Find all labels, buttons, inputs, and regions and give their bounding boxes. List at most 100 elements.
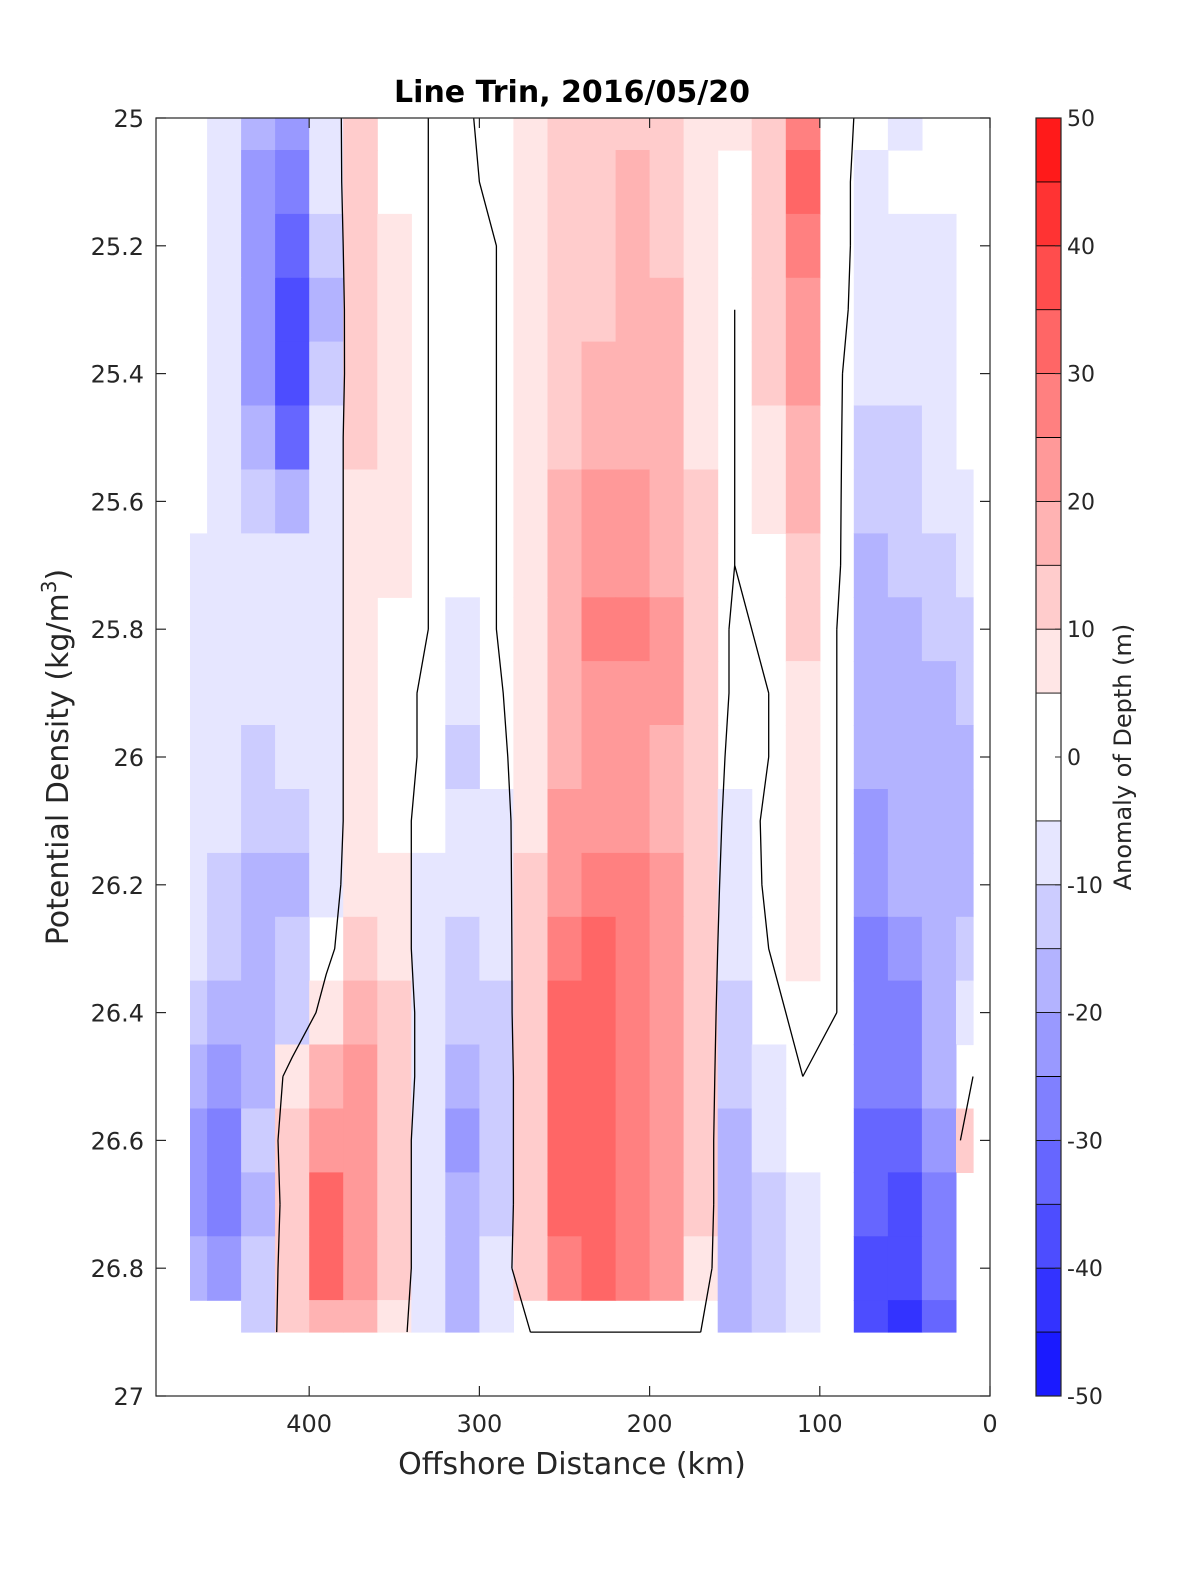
contour-cell bbox=[343, 533, 378, 598]
contour-cell bbox=[547, 852, 583, 918]
contour-cell bbox=[683, 533, 719, 598]
y-tick-label: 26.6 bbox=[91, 1127, 144, 1155]
contour-cell bbox=[275, 725, 310, 790]
contour-cell bbox=[513, 597, 548, 662]
y-tick-label: 26.2 bbox=[91, 872, 144, 900]
contour-cell bbox=[479, 852, 514, 918]
contour-cell bbox=[547, 277, 583, 343]
contour-cell bbox=[241, 1172, 276, 1237]
contour-cell bbox=[547, 213, 583, 279]
colorbar-tick-label: 10 bbox=[1067, 618, 1095, 643]
contour-cell bbox=[785, 789, 821, 854]
contour-cell bbox=[309, 150, 344, 215]
contour-cell bbox=[190, 980, 208, 1046]
contour-cell bbox=[377, 1044, 412, 1109]
contour-cell bbox=[853, 789, 889, 854]
contour-cell bbox=[785, 533, 821, 598]
contour-cell bbox=[513, 469, 548, 534]
contour-cell bbox=[513, 1108, 548, 1173]
contour-cell bbox=[207, 150, 242, 215]
contour-cell bbox=[207, 852, 242, 918]
contour-cell bbox=[513, 980, 548, 1046]
contour-cell bbox=[615, 1044, 651, 1109]
contour-cell bbox=[785, 341, 821, 407]
contour-cell bbox=[887, 213, 923, 279]
contour-cell bbox=[190, 1044, 208, 1109]
contour-cell bbox=[479, 916, 514, 982]
contour-cell bbox=[853, 1044, 889, 1109]
contour-cell bbox=[343, 789, 378, 854]
contour-cell bbox=[377, 1300, 412, 1333]
contour-cell bbox=[853, 469, 889, 534]
contour-cell bbox=[479, 789, 514, 854]
contour-cell bbox=[785, 725, 821, 790]
contour-cell bbox=[649, 1044, 685, 1109]
contour-cell bbox=[207, 1044, 242, 1109]
contour-cell bbox=[921, 1236, 957, 1301]
contour-cell bbox=[377, 916, 412, 982]
contour-cell bbox=[445, 661, 480, 726]
plot-area bbox=[190, 118, 974, 1333]
contour-cell bbox=[275, 661, 310, 726]
y-tick-label: 25.8 bbox=[91, 616, 144, 644]
colorbar-band bbox=[1036, 1012, 1061, 1077]
contour-cell bbox=[853, 597, 889, 662]
contour-cell bbox=[581, 1172, 617, 1237]
colorbar-tick-label: 40 bbox=[1067, 235, 1095, 260]
contour-cell bbox=[887, 1300, 923, 1333]
contour-cell bbox=[275, 469, 310, 534]
contour-cell bbox=[377, 469, 412, 534]
contour-cell bbox=[547, 597, 583, 662]
contour-cell bbox=[343, 1044, 378, 1109]
colorbar-band bbox=[1036, 309, 1061, 375]
contour-cell bbox=[853, 980, 889, 1046]
contour-cell bbox=[649, 852, 685, 918]
contour-cell bbox=[887, 725, 923, 790]
contour-cell bbox=[853, 150, 889, 215]
contour-cell bbox=[956, 533, 974, 598]
contour-cell bbox=[377, 980, 412, 1046]
contour-cell bbox=[581, 1044, 617, 1109]
contour-cell bbox=[853, 852, 889, 918]
y-tick-label: 27 bbox=[113, 1383, 144, 1411]
colorbar-band bbox=[1036, 948, 1061, 1014]
x-tick-label: 400 bbox=[286, 1410, 332, 1438]
contour-cell bbox=[309, 533, 344, 598]
contour-cell bbox=[411, 916, 446, 982]
contour-cell bbox=[343, 597, 378, 662]
contour-cell bbox=[887, 341, 923, 407]
contour-cell bbox=[921, 469, 957, 534]
contour-cell bbox=[581, 213, 617, 279]
contour-cell bbox=[343, 1108, 378, 1173]
contour-cell bbox=[547, 725, 583, 790]
contour-cell bbox=[887, 277, 923, 343]
contour-cell bbox=[343, 213, 378, 279]
y-axis-label: Potential Density (kg/m3) bbox=[37, 569, 76, 945]
contour-cell bbox=[241, 1236, 276, 1301]
contour-cell bbox=[853, 277, 889, 343]
contour-cell bbox=[445, 852, 480, 918]
contour-cell bbox=[921, 725, 957, 790]
contour-cell bbox=[956, 852, 974, 918]
contour-cell bbox=[649, 150, 685, 215]
colorbar-band bbox=[1036, 181, 1061, 247]
contour-cell bbox=[683, 597, 719, 662]
contour-cell bbox=[343, 725, 378, 790]
contour-cell bbox=[343, 118, 378, 151]
contour-cell bbox=[513, 916, 548, 982]
contour-cell bbox=[853, 213, 889, 279]
contour-cell bbox=[683, 916, 719, 982]
contour-cell bbox=[275, 852, 310, 918]
contour-cell bbox=[683, 469, 719, 534]
colorbar-band bbox=[1036, 1332, 1061, 1397]
contour-cell bbox=[649, 277, 685, 343]
contour-cell bbox=[309, 1236, 344, 1301]
contour-cell bbox=[649, 1172, 685, 1237]
contour-cell bbox=[649, 980, 685, 1046]
contour-cell bbox=[207, 916, 242, 982]
contour-cell bbox=[785, 661, 821, 726]
contour-cell bbox=[615, 1236, 651, 1301]
contour-cell bbox=[190, 533, 208, 598]
contour-cell bbox=[581, 277, 617, 343]
